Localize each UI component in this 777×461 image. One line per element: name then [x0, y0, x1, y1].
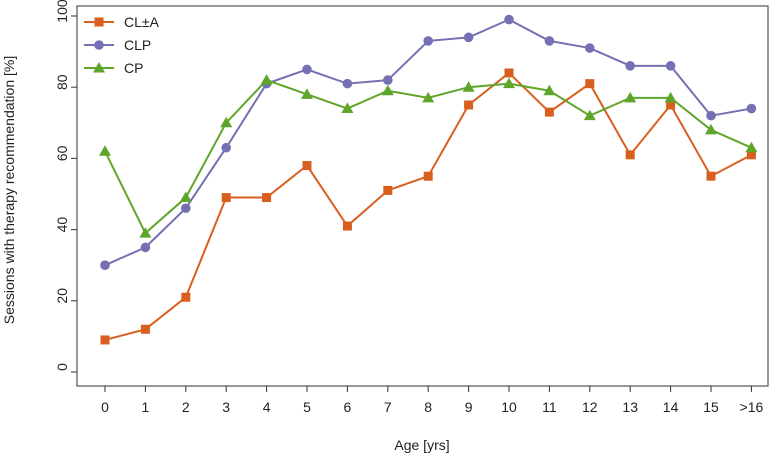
- data-point-cl-a: [625, 150, 635, 160]
- data-point-cp: [705, 123, 717, 135]
- x-tick-label: 0: [101, 399, 109, 415]
- data-point-cp: [139, 227, 152, 238]
- data-point-clp: [100, 260, 110, 271]
- y-axis-title: Sessions with therapy recommendation [%]: [1, 56, 17, 324]
- series-cp: [99, 74, 758, 238]
- data-point-clp: [706, 110, 716, 121]
- plot-frame: [76, 5, 769, 387]
- data-point-clp: [221, 142, 231, 153]
- series-layer: [99, 14, 758, 345]
- data-point-cl-a: [423, 171, 433, 181]
- x-tick-label: 13: [622, 399, 638, 415]
- data-point-cp: [260, 74, 273, 85]
- x-tick-label: 1: [142, 399, 150, 415]
- data-point-cl-a: [746, 150, 756, 160]
- data-point-cp: [179, 191, 192, 203]
- data-point-cl-a: [464, 100, 474, 110]
- data-point-cl-a: [666, 100, 676, 110]
- data-point-cl-a: [544, 107, 554, 117]
- x-tick-label: 8: [424, 399, 432, 415]
- data-point-cl-a: [383, 185, 393, 195]
- x-tick-label: 11: [542, 399, 557, 415]
- data-point-cp: [583, 109, 596, 121]
- series-clp: [100, 14, 757, 271]
- data-point-cp: [301, 88, 313, 99]
- data-point-clp: [585, 43, 595, 53]
- y-tick-label: 80: [54, 74, 70, 90]
- data-point-clp: [342, 78, 353, 89]
- data-point-clp: [665, 61, 676, 71]
- data-point-cp: [543, 84, 556, 96]
- data-point-clp: [423, 36, 434, 46]
- data-point-cp: [381, 84, 394, 96]
- x-tick-label: 12: [582, 399, 598, 415]
- y-tick-label: 60: [54, 145, 70, 161]
- data-point-cp: [624, 91, 637, 103]
- data-point-cl-a: [100, 335, 110, 345]
- series-line-cl-a: [104, 71, 752, 341]
- legend: CL±A CLP CP: [84, 14, 160, 76]
- legend-label-clp: CLP: [124, 37, 151, 53]
- data-point-clp: [140, 242, 151, 253]
- legend-marker-clp: [94, 40, 104, 50]
- data-point-cl-a: [302, 161, 312, 171]
- data-point-clp: [383, 75, 393, 85]
- series-line-cp: [104, 78, 752, 235]
- data-point-cp: [745, 141, 758, 153]
- legend-label-cp: CP: [124, 60, 143, 76]
- data-point-clp: [302, 64, 312, 75]
- data-point-cp: [341, 102, 354, 114]
- data-point-clp: [181, 203, 191, 214]
- data-point-cl-a: [140, 324, 150, 334]
- x-tick-label: 4: [263, 399, 271, 415]
- data-point-cp: [664, 91, 677, 103]
- series-line-clp: [104, 18, 752, 267]
- x-tick-label: 14: [663, 399, 679, 415]
- data-point-cl-a: [585, 79, 595, 89]
- data-point-cp: [422, 91, 435, 103]
- y-tick-label: 100: [54, 0, 70, 23]
- data-point-cl-a: [221, 193, 231, 203]
- x-tick-label: 2: [182, 399, 190, 415]
- data-point-cp: [220, 116, 233, 128]
- data-point-cp: [462, 81, 475, 92]
- data-point-clp: [625, 61, 635, 71]
- y-tick-label: 20: [54, 288, 70, 304]
- x-axis: 0 1 2 3 4 5 6 7 8 9 10 11 12 13 14 15 >16: [101, 385, 764, 415]
- x-axis-title: Age [yrs]: [394, 437, 449, 453]
- data-point-cl-a: [181, 292, 191, 302]
- legend-marker-cl-a: [94, 17, 104, 27]
- legend-label-cl-a: CL±A: [124, 14, 160, 30]
- data-point-cp: [99, 145, 111, 156]
- y-axis: 0 20 40 60 80 100: [54, 0, 78, 373]
- data-point-cl-a: [262, 193, 272, 203]
- data-point-cl-a: [706, 171, 716, 181]
- data-point-clp: [544, 36, 555, 46]
- data-point-cp: [503, 77, 515, 89]
- x-tick-label: 10: [501, 399, 517, 415]
- data-point-cl-a: [504, 68, 514, 78]
- x-tick-label: 5: [303, 399, 311, 415]
- x-tick-label: >16: [740, 399, 764, 415]
- series-cl-a: [100, 68, 756, 345]
- x-tick-label: 6: [344, 399, 352, 415]
- data-point-cl-a: [342, 221, 352, 231]
- y-tick-label: 40: [54, 217, 70, 233]
- data-point-clp: [504, 14, 514, 25]
- x-tick-label: 3: [222, 399, 230, 415]
- data-point-clp: [463, 32, 474, 43]
- data-point-clp: [746, 103, 757, 114]
- y-tick-label: 0: [54, 363, 70, 371]
- x-tick-label: 7: [384, 399, 392, 415]
- x-tick-label: 15: [703, 399, 719, 415]
- x-tick-label: 9: [465, 399, 473, 415]
- legend-marker-cp: [93, 62, 105, 73]
